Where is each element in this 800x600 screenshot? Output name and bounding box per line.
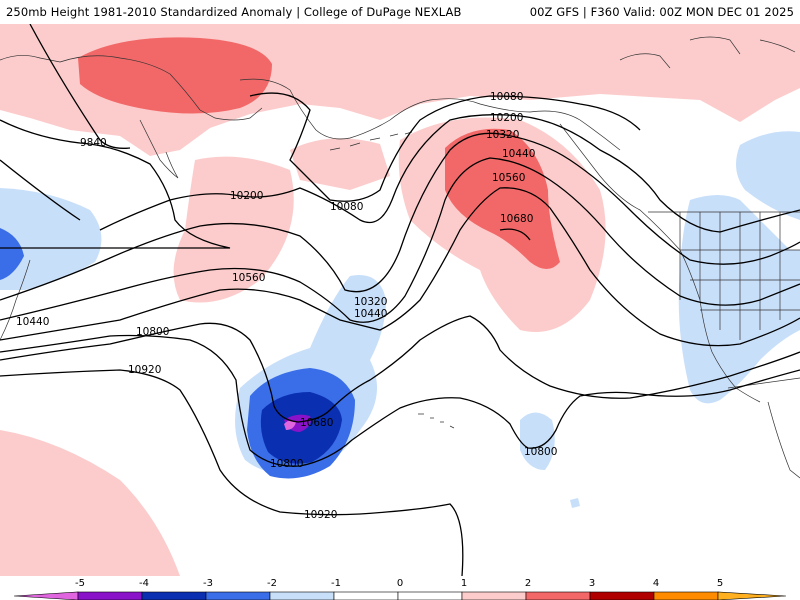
negative-anomaly-hawaii bbox=[520, 412, 555, 470]
positive-anomaly-arctic-bridge bbox=[290, 138, 390, 190]
moderate-negative-west bbox=[0, 228, 24, 280]
colorbar-tick-m4: -4 bbox=[139, 578, 149, 589]
colorbar-swatch-m1 bbox=[269, 591, 335, 600]
positive-anomaly-pacific-lobe bbox=[173, 156, 294, 303]
contour-label-10320-west: 10320 bbox=[354, 296, 387, 308]
canada-west-coast bbox=[559, 123, 761, 403]
colorbar-swatch-m4 bbox=[77, 591, 143, 600]
contour-10560 bbox=[0, 187, 800, 347]
contour-9840 bbox=[29, 24, 131, 149]
geographic-outlines bbox=[0, 36, 800, 479]
contour-label-10080-west: 10080 bbox=[330, 201, 363, 213]
colorbar-tick-m5: -5 bbox=[75, 578, 85, 589]
colorbar-swatch-zero-b bbox=[397, 591, 463, 600]
map-title: 250mb Height 1981-2010 Standardized Anom… bbox=[6, 5, 462, 19]
contour-label-10920-south: 10920 bbox=[304, 509, 337, 521]
valid-time-label: 00Z GFS | F360 Valid: 00Z MON DEC 01 202… bbox=[529, 5, 794, 19]
height-anomaly-map: 9840 10080 10080 10200 10200 10320 10320… bbox=[0, 24, 800, 576]
contour-10080 bbox=[0, 92, 641, 249]
hawaii-islands bbox=[418, 413, 455, 429]
kamchatka-coastline bbox=[139, 119, 179, 179]
colorbar-tick-p5: 5 bbox=[717, 578, 723, 589]
anomaly-shading bbox=[0, 24, 800, 576]
colorbar-tick-p1: 1 bbox=[461, 578, 467, 589]
contour-label-10200-east: 10200 bbox=[490, 112, 523, 124]
anomaly-colorbar: -5 -4 -3 -2 -1 0 1 2 3 4 5 bbox=[0, 576, 800, 600]
negative-anomaly-hawaii-dot bbox=[570, 498, 580, 508]
contour-10200 bbox=[0, 114, 800, 233]
arctic-islands bbox=[619, 36, 796, 69]
contour-label-10560-east: 10560 bbox=[492, 172, 525, 184]
colorbar-swatch-p1 bbox=[461, 591, 527, 600]
colorbar-tick-m2: -2 bbox=[267, 578, 277, 589]
positive-anomaly-southwest bbox=[0, 430, 180, 576]
colorbar-tick-m3: -3 bbox=[203, 578, 213, 589]
siberia-coastline bbox=[0, 55, 263, 121]
colorbar-tick-p4: 4 bbox=[653, 578, 659, 589]
contour-10440 bbox=[0, 157, 800, 323]
contour-10920 bbox=[0, 369, 464, 576]
contour-10800 bbox=[0, 334, 800, 467]
contour-label-10560-west: 10560 bbox=[232, 272, 265, 284]
strong-positive-siberia bbox=[78, 37, 272, 114]
negative-anomaly-northeast bbox=[736, 131, 800, 220]
contour-label-10800-east: 10800 bbox=[524, 446, 557, 458]
max-negative-center bbox=[284, 420, 296, 430]
japan-coast bbox=[0, 259, 31, 341]
contour-10320 bbox=[0, 132, 800, 301]
colorbar-arrow-max bbox=[717, 591, 787, 600]
colorbar-swatch-p4 bbox=[653, 591, 719, 600]
contour-label-10440-mid: 10440 bbox=[354, 308, 387, 320]
contour-10680 bbox=[0, 228, 800, 423]
colorbar-swatches bbox=[13, 591, 787, 600]
colorbar-tick-p2: 2 bbox=[525, 578, 531, 589]
colorbar-swatch-p3 bbox=[589, 591, 655, 600]
contour-label-10200-west: 10200 bbox=[230, 190, 263, 202]
contour-label-10680-east: 10680 bbox=[500, 213, 533, 225]
colorbar-tick-p3: 3 bbox=[589, 578, 595, 589]
contour-label-10080-east: 10080 bbox=[490, 91, 523, 103]
contour-label-9840: 9840 bbox=[80, 137, 107, 149]
contour-label-10440-east: 10440 bbox=[502, 148, 535, 160]
contour-label-10920-west: 10920 bbox=[128, 364, 161, 376]
alaska-coastline bbox=[239, 78, 621, 151]
negative-anomaly-west bbox=[0, 188, 102, 290]
contour-labels: 9840 10080 10080 10200 10200 10320 10320… bbox=[16, 91, 557, 521]
contour-label-10440-west: 10440 bbox=[16, 316, 49, 328]
southeast-coast bbox=[767, 401, 800, 479]
colorbar-swatch-zero-a bbox=[333, 591, 399, 600]
negative-anomaly-west-coast bbox=[678, 195, 800, 404]
us-mexico-border bbox=[727, 377, 800, 389]
colorbar-swatch-p2 bbox=[525, 591, 591, 600]
colorbar-swatch-m2 bbox=[205, 591, 271, 600]
contour-label-10800-low: 10800 bbox=[270, 458, 303, 470]
colorbar-swatch-m3 bbox=[141, 591, 207, 600]
contour-label-10680-low: 10680 bbox=[300, 417, 333, 429]
height-contours bbox=[0, 24, 800, 576]
contour-label-10320-east: 10320 bbox=[486, 129, 519, 141]
aleutian-islands bbox=[329, 131, 413, 151]
colorbar-ticks: -5 -4 -3 -2 -1 0 1 2 3 4 5 bbox=[75, 578, 723, 589]
colorbar-tick-m1: -1 bbox=[331, 578, 341, 589]
state-borders bbox=[679, 212, 800, 340]
contour-label-10800-west: 10800 bbox=[136, 326, 169, 338]
colorbar-tick-0: 0 bbox=[397, 578, 403, 589]
map-header: 250mb Height 1981-2010 Standardized Anom… bbox=[0, 0, 800, 24]
